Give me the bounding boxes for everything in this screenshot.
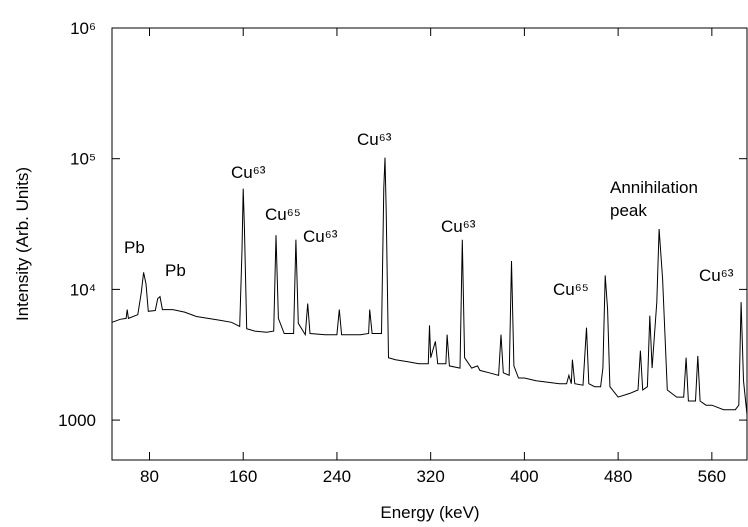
annotation: Cu⁶³ [441, 217, 476, 236]
y-axis-label: Intensity (Arb. Units) [13, 167, 32, 321]
spectrum-line [111, 157, 748, 415]
annotation: Pb [165, 261, 186, 280]
plot-frame [111, 27, 748, 461]
x-tick-label: 160 [229, 467, 257, 486]
x-tick-label: 560 [698, 467, 726, 486]
annotation: peak [610, 201, 647, 220]
y-tick-label: 10⁵ [70, 150, 96, 169]
annotation: Cu⁶³ [303, 227, 338, 246]
annotation: Cu⁶³ [357, 130, 392, 149]
x-tick-label: 480 [604, 467, 632, 486]
annotation: Annihilation [610, 178, 698, 197]
annotation: Cu⁶⁵ [265, 205, 301, 224]
y-tick-label: 1000 [58, 411, 96, 430]
x-tick-label: 320 [416, 467, 444, 486]
annotation: Pb [124, 238, 145, 257]
x-tick-label: 80 [140, 467, 159, 486]
annotation: Cu⁶³ [699, 266, 734, 285]
y-tick-label: 10⁶ [70, 19, 96, 38]
annotation: Cu⁶³ [231, 163, 266, 182]
y-tick-label: 10⁴ [70, 280, 96, 299]
x-tick-label: 240 [323, 467, 351, 486]
x-tick-label: 400 [510, 467, 538, 486]
annotation: Cu⁶⁵ [553, 280, 589, 299]
x-axis-label: Energy (keV) [380, 503, 479, 522]
